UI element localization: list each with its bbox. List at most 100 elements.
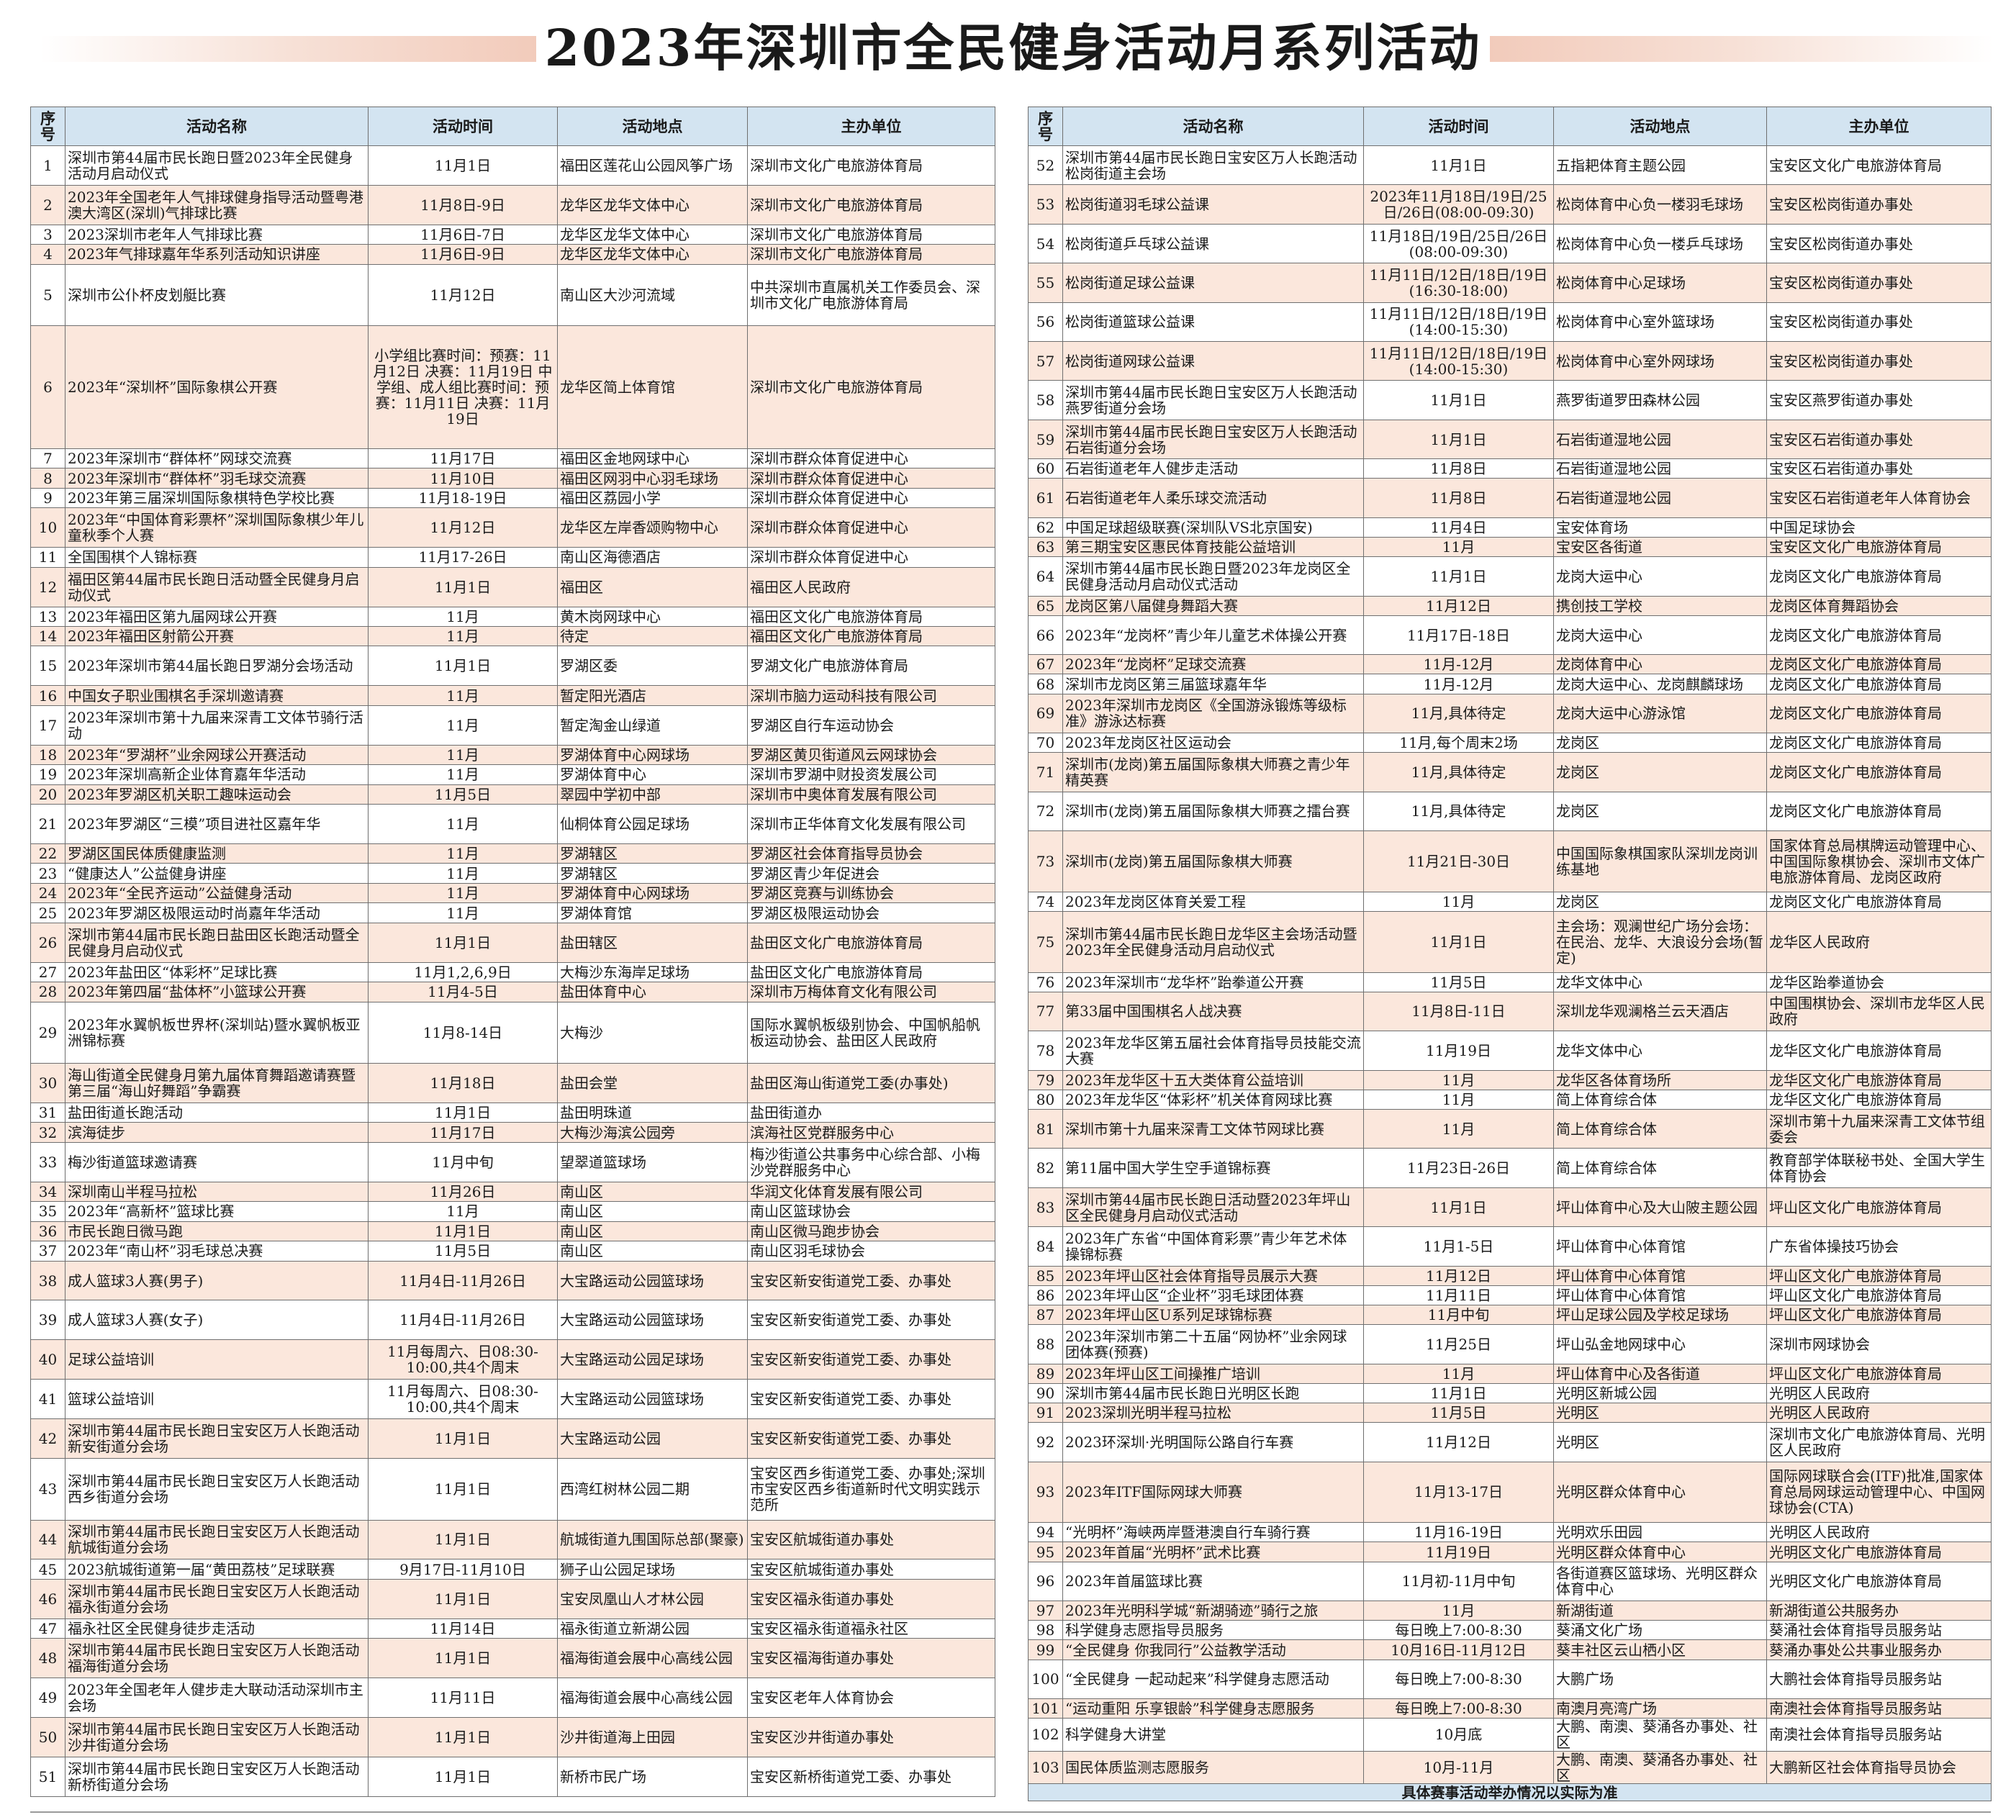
table-row: 70 2023年龙岗区社区运动会 11月,每个周末2场 龙岗区 龙岗区文化广电旅游体育局 xyxy=(1028,733,1992,753)
activity-name: 松岗街道羽毛球公益课 xyxy=(1062,184,1364,225)
activity-place: 大宝路运动公园足球场 xyxy=(557,1339,748,1380)
table-row: 11 全国围棋个人锦标赛 11月17-26日 南山区海德酒店 深圳市群众体育促进中心 xyxy=(30,547,995,568)
table-row: 54 松岗街道乒乓球公益课 11月18日/19日/25日/26日(08:00-09:… xyxy=(1028,223,1992,264)
activity-place: 光明区新城公园 xyxy=(1553,1382,1767,1404)
activity-organizer: 光明区文化广电旅游体育局 xyxy=(1766,1561,1992,1602)
activity-time: 11月8日-11日 xyxy=(1363,991,1554,1032)
activity-time: 11月10日 xyxy=(368,468,558,489)
activity-time: 11月25日 xyxy=(1363,1324,1554,1364)
activity-time: 小学组比赛时间：预赛：11月12日 决赛：11月19日 中学组、成人组比赛时间：… xyxy=(368,325,558,449)
row-number: 41 xyxy=(30,1379,65,1420)
table-row: 64 深圳市第44届市民长跑日暨2023年龙岗区全民健身活动月启动仪式活动 11月1… xyxy=(1028,556,1992,597)
row-number: 61 xyxy=(1028,478,1063,518)
table-row: 65 龙岗区第八届健身舞蹈大赛 11月12日 携创技工学校 龙岗区体育舞蹈协会 xyxy=(1028,595,1992,616)
table-row: 47 福永社区全民健身徒步走活动 11月14日 福永街道立新湖公园 宝安区福永街道福永社… xyxy=(30,1618,995,1639)
row-number: 69 xyxy=(1028,693,1063,734)
table-row: 75 深圳市第44届市民长跑日龙华区主会场活动暨2023年全民健身活动月启动仪式 1… xyxy=(1028,910,1992,973)
activity-organizer: 龙岗区文化广电旅游体育局 xyxy=(1766,891,1992,912)
activity-organizer: 宝安区西乡街道党工委、办事处;深圳市宝安区西乡街道新时代文明实践示范所 xyxy=(747,1458,995,1521)
row-number: 5 xyxy=(30,263,65,327)
activity-organizer: 大鹏新区社会体育指导员协会 xyxy=(1766,1750,1992,1785)
activity-organizer: 光明区人民政府 xyxy=(1766,1382,1992,1404)
activity-place: 罗湖辖区 xyxy=(557,863,748,884)
activity-time: 11月16-19日 xyxy=(1363,1522,1554,1543)
row-number: 87 xyxy=(1028,1305,1063,1326)
table-row: 23 “健康达人”公益健身讲座 11月 罗湖辖区 罗湖区青少年促进会 xyxy=(30,863,995,884)
activity-time: 11月12日 xyxy=(1363,1422,1554,1462)
activity-name: 松岗街道乒乓球公益课 xyxy=(1062,223,1364,264)
row-number: 19 xyxy=(30,764,65,785)
activity-table-left: 序号 活动名称 活动时间 活动地点 主办单位 1 深圳市第44届市民长跑日暨202… xyxy=(30,107,995,1798)
activity-name: 成人篮球3人赛(女子) xyxy=(65,1300,369,1341)
activity-time: 11月 xyxy=(368,764,558,785)
activity-time: 11月17日 xyxy=(368,1122,558,1143)
title-decoration-left xyxy=(40,36,536,62)
row-number: 85 xyxy=(1028,1265,1063,1286)
row-number: 12 xyxy=(30,566,65,607)
table-row: 29 2023年水翼帆板世界杯(深圳站)暨水翼帆板亚洲锦标赛 11月8-14日 大梅沙… xyxy=(30,1001,995,1064)
row-number: 66 xyxy=(1028,615,1063,656)
activity-name: 福永社区全民健身徒步走活动 xyxy=(65,1618,369,1639)
row-number: 6 xyxy=(30,325,65,449)
activity-place: 暂定阳光酒店 xyxy=(557,685,748,706)
activity-organizer: 国际水翼帆板级别协会、中国帆船帆板运动协会、盐田区人民政府 xyxy=(747,1001,995,1064)
activity-place: 龙华文体中心 xyxy=(1553,972,1767,992)
activity-organizer: 盐田区文化广电旅游体育局 xyxy=(747,961,995,983)
activity-time: 11月,具体待定 xyxy=(1363,791,1554,832)
activity-time: 每日晚上7:00-8:30 xyxy=(1363,1698,1554,1719)
activity-organizer: 国际网球联合会(ITF)批准,国家体育总局网球运动管理中心、中国网球协会(CTA… xyxy=(1766,1461,1992,1524)
activity-organizer: 盐田街道办 xyxy=(747,1102,995,1123)
row-number: 71 xyxy=(1028,752,1063,792)
activity-organizer: 大鹏社会体育指导员服务站 xyxy=(1766,1659,1992,1700)
activity-place: 龙华区龙华文体中心 xyxy=(557,224,748,245)
activity-name: 深圳市第44届市民长跑日宝安区万人长跑活动新桥街道分会场 xyxy=(65,1756,369,1798)
activity-name: 2023年龙华区十五大类体育公益培训 xyxy=(1062,1069,1364,1090)
activity-time: 11月 xyxy=(368,626,558,647)
activity-time: 11月11日/12日/18日/19日(16:30-18:00) xyxy=(1363,263,1554,303)
activity-time: 11月6日-7日 xyxy=(368,224,558,245)
activity-name: 石岩街道老年人健步走活动 xyxy=(1062,458,1364,479)
activity-name: 科学健身大讲堂 xyxy=(1062,1718,1364,1752)
activity-organizer: 宝安区松岗街道办事处 xyxy=(1766,341,1992,381)
activity-place: 南山区海德酒店 xyxy=(557,547,748,568)
row-number: 90 xyxy=(1028,1382,1063,1404)
row-number: 99 xyxy=(1028,1639,1063,1660)
activity-organizer: 龙岗区文化广电旅游体育局 xyxy=(1766,654,1992,675)
activity-place: 大梅沙海滨公园旁 xyxy=(557,1122,748,1143)
activity-place: 龙岗区 xyxy=(1553,733,1767,753)
row-number: 64 xyxy=(1028,556,1063,597)
row-number: 72 xyxy=(1028,791,1063,832)
table-row: 84 2023年广东省“中国体育彩票”青少年艺术体操锦标赛 11月1-5日 坪山体育中… xyxy=(1028,1226,1992,1267)
activity-place: 松岗体育中心室外网球场 xyxy=(1553,341,1767,381)
activity-name: 2023年福田区第九届网球公开赛 xyxy=(65,606,369,628)
activity-place: 松岗体育中心负一楼乒乓球场 xyxy=(1553,223,1767,264)
activity-place: 简上体育综合体 xyxy=(1553,1148,1767,1188)
activity-name: “光明杯”海峡两岸暨港澳自行车骑行赛 xyxy=(1062,1522,1364,1543)
activity-time: 11月19日 xyxy=(1363,1541,1554,1562)
row-number: 27 xyxy=(30,961,65,983)
activity-time: 11月18日/19日/25日/26日(08:00-09:30) xyxy=(1363,223,1554,264)
activity-name: 滨海徒步 xyxy=(65,1122,369,1143)
activity-organizer: 福田区文化广电旅游体育局 xyxy=(747,626,995,647)
activity-name: 深圳市第44届市民长跑日宝安区万人长跑活动沙井街道分会场 xyxy=(65,1717,369,1757)
row-number: 21 xyxy=(30,804,65,845)
activity-place: 深圳龙华观澜格兰云天酒店 xyxy=(1553,991,1767,1032)
activity-name: 深圳市(龙岗)第五届国际象棋大师赛 xyxy=(1062,830,1364,892)
activity-place: 龙华区龙华文体中心 xyxy=(557,184,748,225)
activity-name: 深圳市第44届市民长跑日龙华区主会场活动暨2023年全民健身活动月启动仪式 xyxy=(1062,910,1364,973)
activity-time: 11月 xyxy=(368,606,558,628)
activity-name: 2023年福田区射箭公开赛 xyxy=(65,626,369,647)
activity-time: 11月1-5日 xyxy=(1363,1226,1554,1267)
activity-name: 2023年罗湖区极限运动时尚嘉年华活动 xyxy=(65,902,369,923)
table-row: 83 深圳市第44届市民长跑日活动暨2023年坪山区全民健身月启动仪式活动 11月1… xyxy=(1028,1187,1992,1228)
activity-organizer: 滨海社区党群服务中心 xyxy=(747,1122,995,1143)
table-row: 31 盐田街道长跑活动 11月1日 盐田明珠道 盐田街道办 xyxy=(30,1102,995,1123)
activity-name: 2023年坪山区工间操推广培训 xyxy=(1062,1363,1364,1384)
table-row: 80 2023年龙华区“体彩杯”机关体育网球比赛 11月 简上体育综合体 龙华区文化广电… xyxy=(1028,1089,1992,1110)
activity-name: 深圳市龙岗区第三届篮球嘉年华 xyxy=(1062,674,1364,694)
table-row: 99 “全民健身 你我同行”公益教学活动 10月16日-11月12日 葵丰社区云山栖小… xyxy=(1028,1639,1992,1660)
row-number: 45 xyxy=(30,1559,65,1580)
row-number: 7 xyxy=(30,448,65,469)
activity-time: 11月5日 xyxy=(1363,972,1554,992)
activity-name: 第11届中国大学生空手道锦标赛 xyxy=(1062,1148,1364,1188)
